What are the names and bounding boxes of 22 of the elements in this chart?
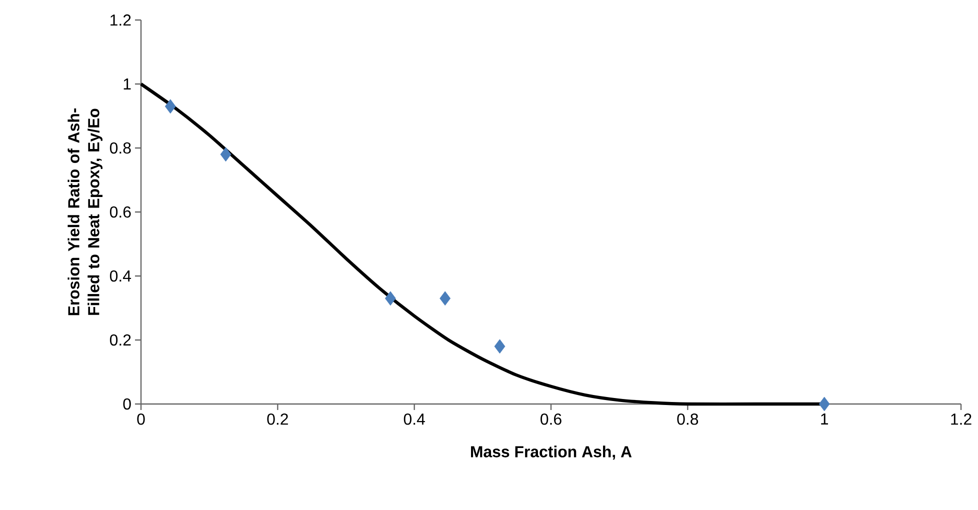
point bbox=[164, 99, 176, 114]
x-tick-label: 0.6 bbox=[540, 414, 562, 425]
x-tick-label: 0.2 bbox=[267, 414, 288, 425]
point bbox=[440, 291, 451, 306]
x-tick-label: 1 bbox=[821, 414, 828, 424]
y-tick-label: 0 bbox=[123, 398, 131, 410]
y-tick-label: 0.8 bbox=[110, 142, 131, 154]
point bbox=[384, 291, 396, 306]
y-tick-label: 0.2 bbox=[110, 334, 131, 346]
x-tick-label: 0 bbox=[137, 414, 145, 425]
point bbox=[220, 147, 232, 162]
y-axis-title: Erosion Yield Ratio of Ash-Filled to Neat Epoxy, Ey/Eo bbox=[68, 108, 102, 316]
x-tick-label: 0.8 bbox=[677, 414, 698, 425]
y-tick-label: 1.2 bbox=[110, 14, 131, 26]
y-tick-label: 1 bbox=[124, 78, 131, 90]
x-tick-label: 0.4 bbox=[404, 414, 425, 425]
point bbox=[494, 339, 506, 354]
x-axis-title: Mass Fraction Ash, A bbox=[471, 446, 632, 460]
x-tick-label: 1.2 bbox=[951, 414, 972, 425]
point bbox=[818, 396, 830, 412]
y-tick-label: 0.6 bbox=[110, 206, 131, 218]
y-tick-label: 0.4 bbox=[110, 270, 132, 282]
